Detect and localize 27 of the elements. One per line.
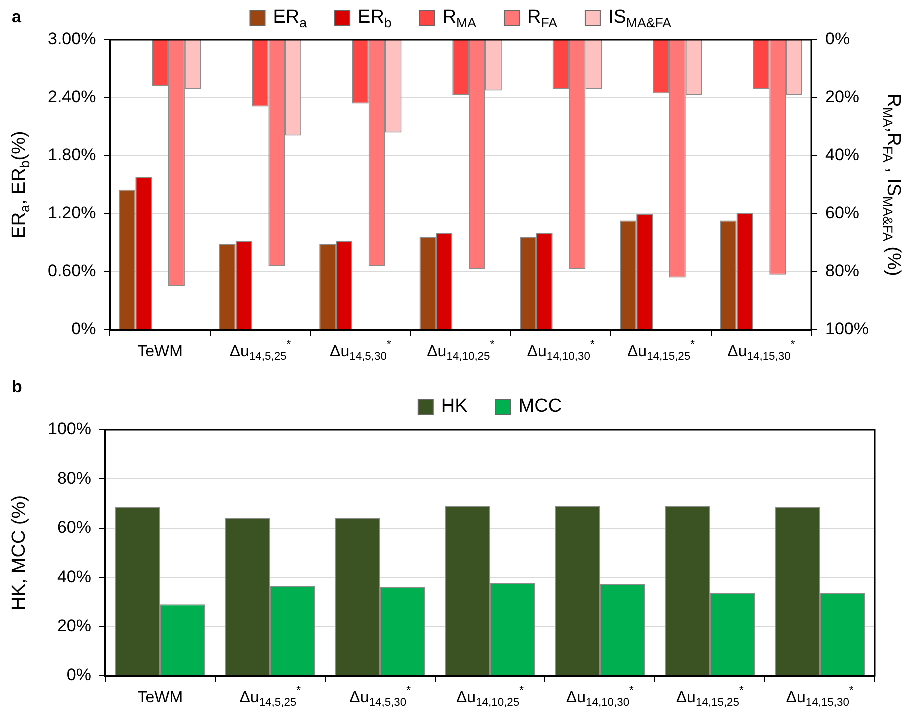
x-tick-label: TeWM — [138, 343, 183, 360]
x-tick-label: TeWM — [138, 689, 184, 706]
legend-label: HK — [441, 396, 468, 418]
chart-title: b — [12, 378, 22, 397]
y-tick-label: 40% — [57, 567, 92, 586]
y2-tick-label: 40% — [826, 146, 860, 165]
y-axis-title: ERa, ERb(%) — [9, 131, 32, 239]
y-tick-label: 100% — [48, 420, 92, 439]
chart-title: a — [12, 8, 22, 27]
y-tick-label: 60% — [57, 518, 92, 538]
y-axis-title: HK, MCC (%) — [9, 495, 30, 611]
y-tick-label: 1.80% — [48, 146, 96, 165]
y-tick-label: 0% — [72, 320, 96, 339]
y2-axis-title: RMA,RFA , ISMA&FA (%) — [880, 94, 904, 276]
legend-label: MCC — [518, 396, 562, 418]
y2-tick-label: 80% — [826, 262, 860, 281]
y-tick-label: 3.00% — [48, 30, 96, 49]
y2-tick-label: 0% — [826, 30, 850, 49]
y-tick-label: 80% — [57, 468, 92, 488]
y-tick-label: 0% — [66, 666, 92, 685]
y-tick-label: 20% — [57, 616, 92, 636]
y-tick-label: 0.60% — [48, 262, 96, 281]
y2-tick-label: 20% — [826, 88, 860, 107]
y2-tick-label: 100% — [826, 320, 870, 339]
y-tick-label: 2.40% — [48, 88, 96, 107]
y2-tick-label: 60% — [826, 204, 860, 223]
y-tick-label: 1.20% — [48, 204, 96, 223]
